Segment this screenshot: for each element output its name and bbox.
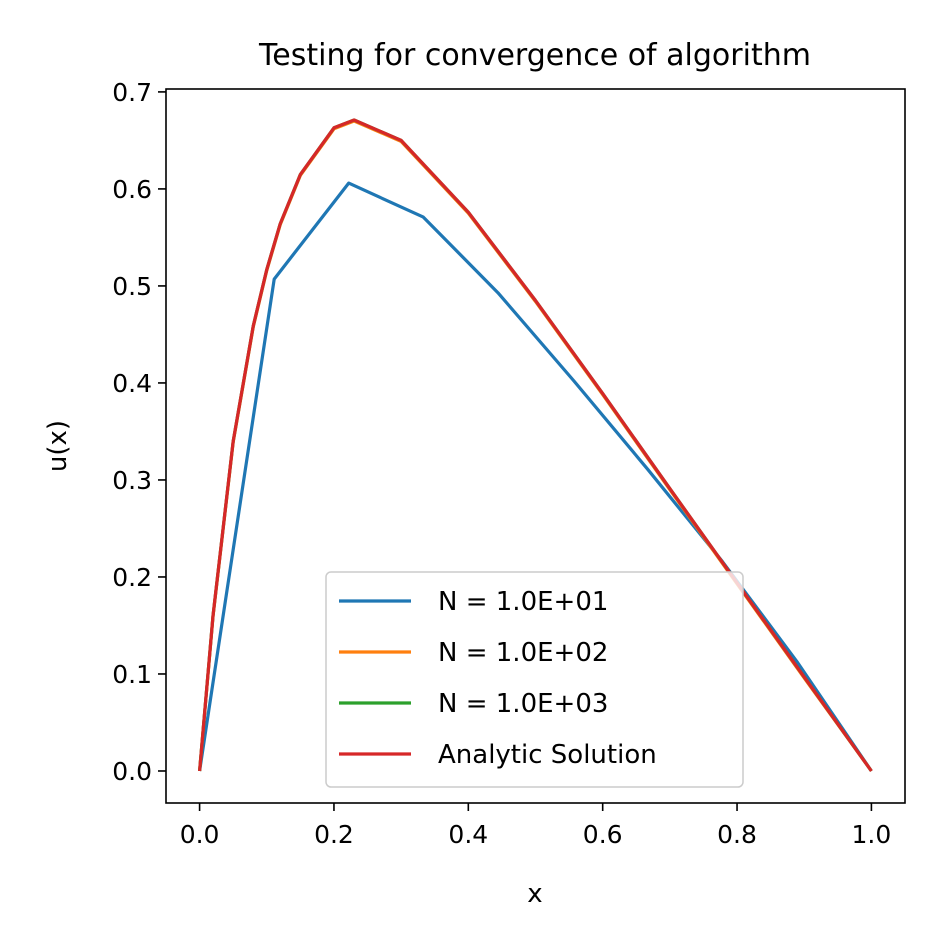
plot-frame (165, 88, 906, 804)
y-tick-label: 0.5 (112, 272, 152, 301)
legend-label: N = 1.0E+01 (438, 587, 608, 617)
y-axis-label: u(x) (43, 420, 73, 472)
plot-lines (198, 118, 873, 772)
legend-label: N = 1.0E+03 (438, 689, 608, 719)
legend-box (325, 571, 744, 788)
x-axis-ticks: 0.0 0.2 0.4 0.6 0.8 1.0 (180, 803, 892, 849)
x-axis-label: x (527, 879, 542, 909)
chart-title: Testing for convergence of algorithm (258, 38, 811, 73)
y-tick-label: 0.2 (112, 563, 152, 592)
x-tick-label: 0.6 (583, 820, 623, 849)
x-tick-label: 0.2 (314, 820, 354, 849)
y-tick-label: 0.3 (112, 466, 152, 495)
legend: N = 1.0E+01 N = 1.0E+02 N = 1.0E+03 Analyti… (325, 571, 744, 788)
series-line-4 (198, 118, 873, 772)
x-tick-label: 0.8 (717, 820, 757, 849)
series-line-1 (198, 181, 873, 772)
y-axis-ticks: 0.0 0.1 0.2 0.3 0.4 0.5 0.6 0.7 (112, 78, 166, 786)
x-tick-label: 1.0 (852, 820, 892, 849)
legend-label: N = 1.0E+02 (438, 638, 608, 668)
x-tick-label: 0.0 (180, 820, 220, 849)
legend-label: Analytic Solution (438, 740, 657, 770)
y-tick-label: 0.7 (112, 78, 152, 107)
y-tick-label: 0.1 (112, 660, 152, 689)
y-tick-label: 0.4 (112, 369, 152, 398)
x-tick-label: 0.4 (448, 820, 488, 849)
y-tick-label: 0.6 (112, 175, 152, 204)
y-tick-label: 0.0 (112, 757, 152, 786)
